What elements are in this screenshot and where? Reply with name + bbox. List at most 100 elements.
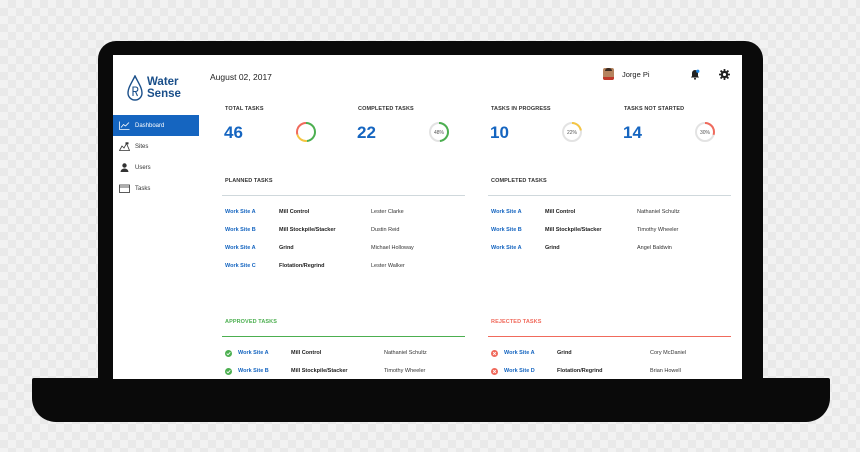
work-site-link[interactable]: Work Site D xyxy=(504,368,535,374)
rejected-x-icon xyxy=(491,349,498,357)
work-site-link[interactable]: Work Site A xyxy=(225,245,256,251)
laptop-base xyxy=(32,378,830,422)
app-logo[interactable]: Water Sense xyxy=(127,75,181,101)
table-row[interactable]: Work Site D Flotation/Regrind Brian Howell xyxy=(491,367,741,375)
assignee-name: Timothy Wheeler xyxy=(637,227,679,233)
donut-percent-label: 22% xyxy=(567,130,578,136)
task-name: Grind xyxy=(279,245,294,251)
table-row[interactable]: Work Site A Grind Angel Baldwin xyxy=(491,244,741,252)
task-name: Mill Stockpile/Stacker xyxy=(279,227,336,233)
table-row[interactable]: Work Site A Mill Control Lester Clarke xyxy=(225,208,475,216)
assignee-name: Lester Clarke xyxy=(371,209,404,215)
donut-segment xyxy=(695,122,715,142)
completed-tasks-title: COMPLETED TASKS xyxy=(491,178,547,184)
table-row[interactable]: Work Site C Flotation/Regrind Lester Walke… xyxy=(225,262,475,270)
assignee-name: Angel Baldwin xyxy=(637,245,672,251)
dashboard-screen: Water Sense Dashboard Sites xyxy=(113,55,742,379)
task-name: Mill Control xyxy=(291,350,322,356)
table-row[interactable]: Work Site A Grind Michael Holloway xyxy=(225,244,475,252)
task-name: Flotation/Regrind xyxy=(557,368,603,374)
chart-line-icon xyxy=(119,121,130,130)
planned-tasks-title: PLANNED TASKS xyxy=(225,178,273,184)
assignee-name: Brian Howell xyxy=(650,368,681,374)
sidebar-nav: Dashboard Sites Users Tasks xyxy=(113,115,199,199)
sidebar-item-label: Sites xyxy=(135,143,149,150)
work-site-link[interactable]: Work Site B xyxy=(491,227,522,233)
table-row[interactable]: Work Site A Grind Cory McDaniel xyxy=(491,349,741,357)
tasks-icon xyxy=(119,184,130,193)
stat-value-not-started: 14 xyxy=(623,123,642,142)
work-site-link[interactable]: Work Site A xyxy=(491,245,522,251)
sites-icon xyxy=(119,142,130,151)
stat-label-in-progress: TASKS IN PROGRESS xyxy=(491,106,551,112)
donut-segment xyxy=(296,122,316,142)
stat-value-total: 46 xyxy=(224,123,243,142)
not-started-donut: 30% xyxy=(695,122,715,142)
in-progress-donut: 22% xyxy=(562,122,582,142)
work-site-link[interactable]: Work Site A xyxy=(504,350,535,356)
table-row[interactable]: Work Site B Mill Stockpile/Stacker Timothy… xyxy=(225,367,475,375)
planned-tasks-divider xyxy=(222,195,465,196)
table-row[interactable]: Work Site A Mill Control Nathaniel Schultz xyxy=(491,208,741,216)
approved-check-icon xyxy=(225,367,232,375)
users-icon xyxy=(119,163,130,172)
sidebar-item-tasks[interactable]: Tasks xyxy=(113,178,199,199)
avatar xyxy=(603,68,614,80)
assignee-name: Lester Walker xyxy=(371,263,405,269)
work-site-link[interactable]: Work Site A xyxy=(491,209,522,215)
assignee-name: Nathaniel Schultz xyxy=(384,350,427,356)
sidebar-item-label: Tasks xyxy=(135,185,151,192)
stat-label-not-started: TASKS NOT STARTED xyxy=(624,106,685,112)
task-name: Mill Control xyxy=(545,209,576,215)
donut-percent-label: 30% xyxy=(700,130,711,136)
stat-value-completed: 22 xyxy=(357,123,376,142)
assignee-name: Michael Holloway xyxy=(371,245,414,251)
logo-text-sense: Sense xyxy=(147,88,181,100)
approved-tasks-divider xyxy=(222,336,465,337)
work-site-link[interactable]: Work Site C xyxy=(225,263,256,269)
assignee-name: Dustin Reid xyxy=(371,227,400,233)
sidebar-item-users[interactable]: Users xyxy=(113,157,199,178)
donut-percent-label: 48% xyxy=(434,130,445,136)
user-menu[interactable]: Jorge Pi xyxy=(603,68,650,80)
table-row[interactable]: Work Site B Mill Stockpile/Stacker Dustin … xyxy=(225,226,475,234)
logo-text-water: Water xyxy=(147,76,179,88)
sidebar-item-label: Dashboard xyxy=(135,122,165,129)
work-site-link[interactable]: Work Site A xyxy=(225,209,256,215)
rejected-x-icon xyxy=(491,367,498,375)
gear-icon[interactable] xyxy=(719,69,730,80)
water-drop-icon xyxy=(127,75,143,101)
sidebar-item-dashboard[interactable]: Dashboard xyxy=(113,115,199,136)
donut-segment xyxy=(429,122,449,142)
work-site-link[interactable]: Work Site B xyxy=(225,227,256,233)
task-name: Mill Stockpile/Stacker xyxy=(545,227,602,233)
assignee-name: Cory McDaniel xyxy=(650,350,687,356)
assignee-name: Timothy Wheeler xyxy=(384,368,426,374)
user-name: Jorge Pi xyxy=(622,69,650,79)
notification-bell-icon[interactable] xyxy=(690,69,700,80)
rejected-tasks-divider xyxy=(488,336,731,337)
task-name: Mill Stockpile/Stacker xyxy=(291,368,348,374)
task-name: Grind xyxy=(557,350,572,356)
table-row[interactable]: Work Site A Mill Control Nathaniel Schultz xyxy=(225,349,475,357)
stat-label-completed: COMPLETED TASKS xyxy=(358,106,414,112)
work-site-link[interactable]: Work Site A xyxy=(238,350,269,356)
sidebar-item-label: Users xyxy=(135,164,151,171)
donut-segment xyxy=(296,122,316,142)
stat-value-in-progress: 10 xyxy=(490,123,509,142)
approved-tasks-title: APPROVED TASKS xyxy=(225,319,278,325)
task-name: Grind xyxy=(545,245,560,251)
completed-tasks-donut: 48% xyxy=(429,122,449,142)
rejected-tasks-title: REJECTED TASKS xyxy=(491,319,542,325)
assignee-name: Nathaniel Schultz xyxy=(637,209,680,215)
work-site-link[interactable]: Work Site B xyxy=(238,368,269,374)
total-tasks-donut xyxy=(296,122,316,142)
table-row[interactable]: Work Site B Mill Stockpile/Stacker Timothy… xyxy=(491,226,741,234)
donut-segment xyxy=(562,122,582,142)
task-name: Mill Control xyxy=(279,209,310,215)
sidebar: Water Sense Dashboard Sites xyxy=(113,55,199,379)
approved-check-icon xyxy=(225,349,232,357)
sidebar-item-sites[interactable]: Sites xyxy=(113,136,199,157)
stat-label-total: TOTAL TASKS xyxy=(225,106,264,112)
task-name: Flotation/Regrind xyxy=(279,263,325,269)
